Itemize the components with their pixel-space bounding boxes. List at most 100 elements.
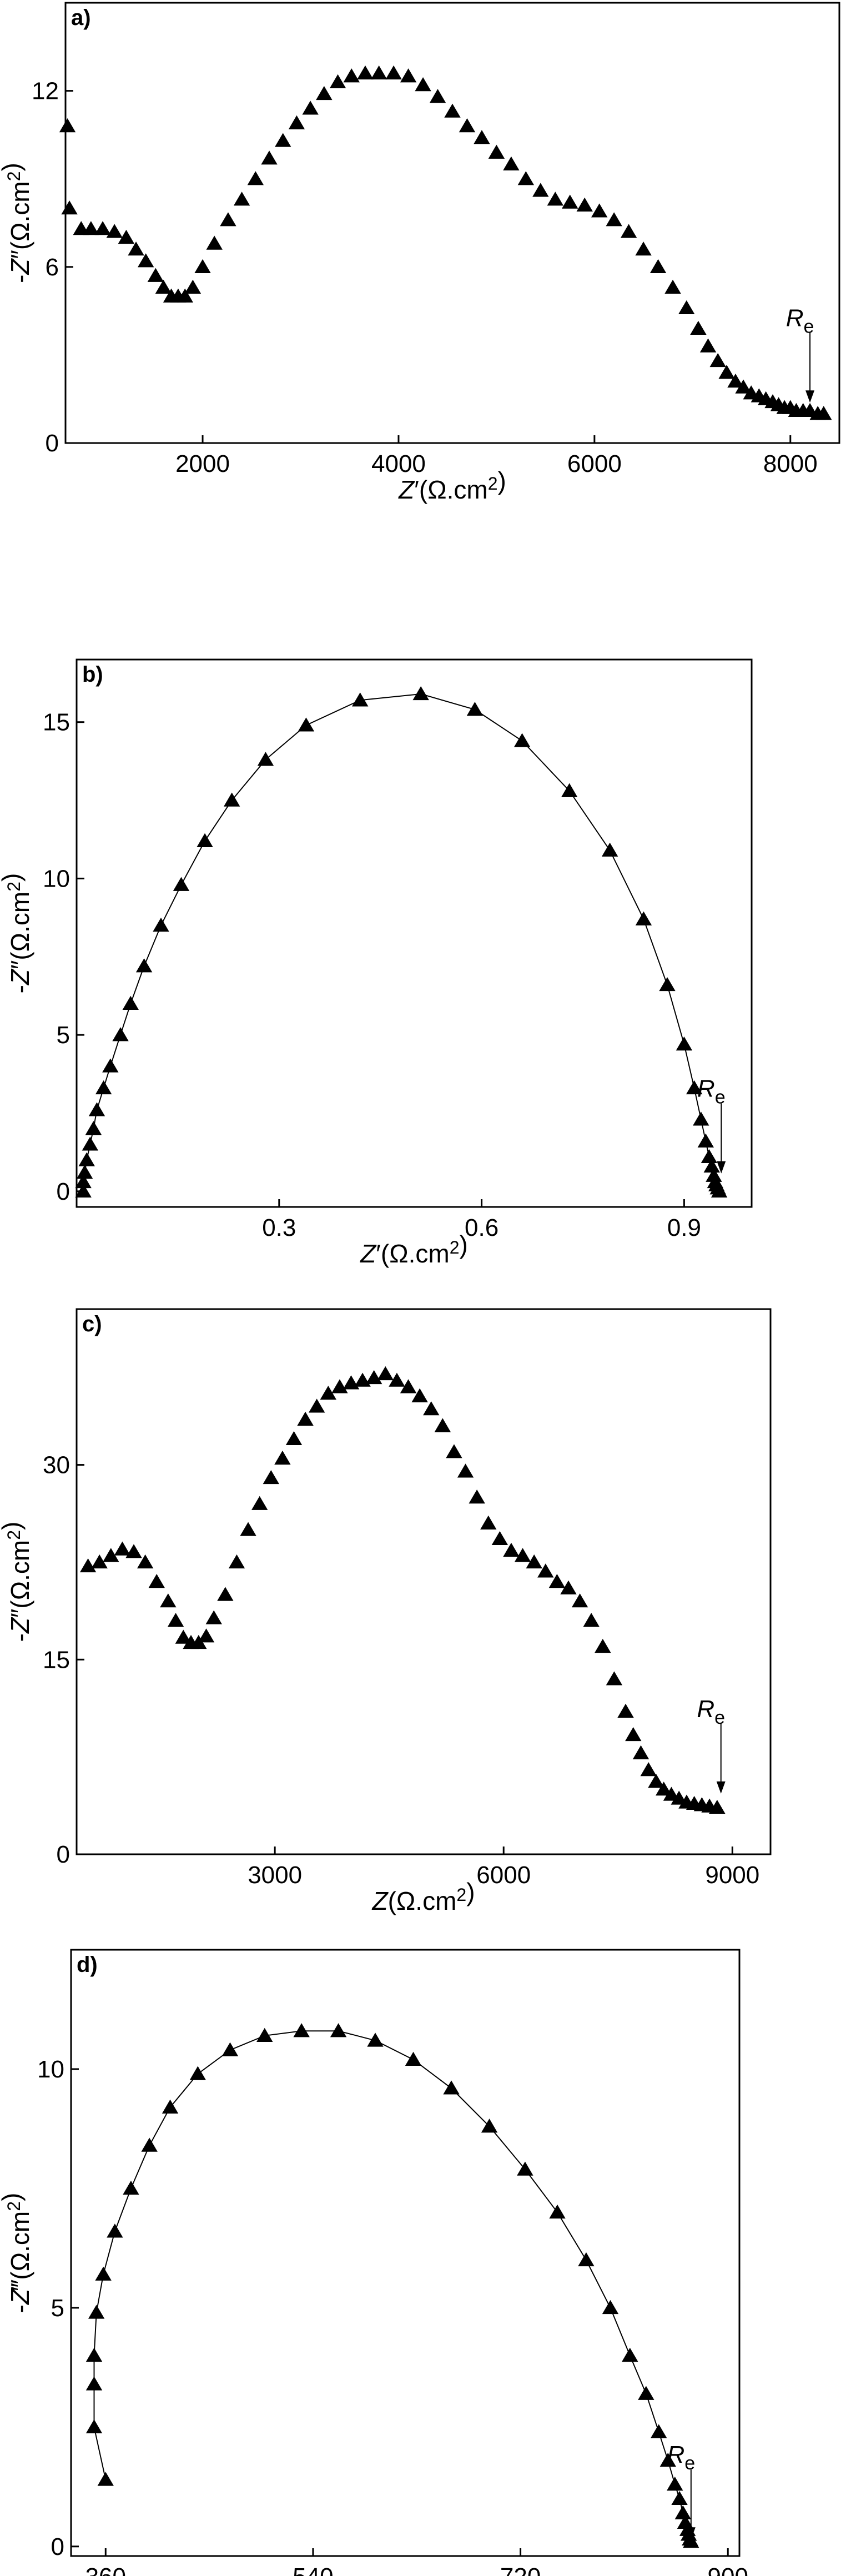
data-point (537, 1563, 554, 1578)
data-point (671, 2491, 688, 2505)
y-tick-label: 5 (51, 2295, 64, 2322)
data-point (75, 1183, 92, 1198)
data-point (103, 1548, 119, 1562)
data-point (160, 1593, 177, 1608)
data-point (123, 2180, 139, 2195)
data-point (385, 65, 402, 80)
data-point (330, 2023, 347, 2037)
data-point (173, 877, 190, 891)
data-point (83, 221, 99, 235)
data-point (474, 130, 490, 144)
data-point (274, 1450, 291, 1465)
plot-frame (64, 2, 840, 444)
data-point (595, 1638, 611, 1653)
x-tick-label: 0.9 (667, 1214, 701, 1241)
data-point (228, 1554, 245, 1569)
data-point (635, 242, 652, 256)
data-point (578, 2252, 595, 2267)
data-point (703, 1158, 720, 1173)
data-point (95, 2266, 112, 2281)
data-point (366, 1370, 382, 1385)
data-point (175, 1629, 192, 1644)
x-axis-label: Z(Ω.cm2) (371, 1878, 475, 1915)
x-tick-label: 8000 (763, 450, 818, 477)
data-point (706, 1168, 722, 1182)
data-point (606, 1671, 623, 1686)
data-point (97, 2472, 114, 2486)
data-point (331, 1379, 348, 1393)
data-point (205, 1610, 222, 1624)
data-point (683, 2534, 699, 2548)
data-point (135, 958, 153, 973)
annotation-label: Re (697, 1695, 725, 1728)
data-point (815, 406, 832, 420)
data-point (308, 1398, 325, 1413)
chart-panel-2: b) 0.3 0.6 0.9 0 5 10 15 Z′(Ω.cm2) -Z″(Ω.cm2) Re (0, 658, 753, 1268)
y-tick-label: 0 (46, 430, 59, 457)
data-point (655, 1782, 672, 1796)
data-point (699, 338, 717, 353)
data-point (640, 1762, 657, 1777)
x-tick-label: 720 (500, 2563, 541, 2576)
y-tick-label: 10 (37, 2056, 64, 2083)
plot-frame (75, 1308, 772, 1855)
data-point (223, 792, 240, 807)
data-point (659, 2453, 676, 2467)
plot-frame (75, 658, 753, 1208)
data-point (690, 320, 707, 335)
data-point (288, 115, 305, 129)
data-point (459, 118, 476, 133)
data-point (411, 1388, 428, 1402)
data-point (184, 279, 202, 294)
data-point (443, 2080, 460, 2095)
data-point (78, 1152, 95, 1166)
data-point (526, 1554, 542, 1569)
data-point (367, 2032, 384, 2047)
y-tick-label: 10 (43, 865, 70, 892)
data-point (606, 212, 622, 227)
data-point (532, 183, 549, 197)
data-point (102, 1058, 119, 1073)
data-point (137, 1554, 154, 1569)
y-tick-label: 0 (51, 2533, 64, 2560)
data-point (711, 1183, 728, 1198)
data-point (316, 85, 333, 100)
data-point (217, 1587, 234, 1601)
data-point (444, 103, 461, 118)
data-point (400, 1379, 417, 1393)
data-point (513, 733, 531, 747)
data-point (329, 74, 346, 88)
y-axis-label: -Z″(Ω.cm2) (0, 873, 34, 994)
series-line (93, 2030, 692, 2542)
data-point (189, 2066, 207, 2080)
annotation-arrowhead (686, 2527, 696, 2540)
y-tick-label: 15 (43, 709, 70, 736)
data-point (106, 224, 123, 238)
data-point (423, 1401, 440, 1416)
x-tick-label: 6000 (476, 1861, 531, 1889)
annotation-arrowhead (717, 1161, 726, 1174)
data-point (429, 89, 446, 103)
data-point (549, 2204, 566, 2219)
data-point (693, 1111, 709, 1126)
data-point (667, 2477, 683, 2491)
data-point (114, 1541, 131, 1556)
panel-label: d) (77, 1953, 98, 1977)
data-point (561, 783, 578, 797)
data-point (76, 1165, 93, 1179)
panel-label: c) (82, 1312, 102, 1336)
data-point (405, 2051, 422, 2066)
data-point (85, 2419, 103, 2434)
annotation-arrowhead (716, 1781, 726, 1794)
data-point (412, 686, 429, 701)
data-point (302, 100, 319, 115)
data-point (263, 1470, 279, 1485)
data-point (233, 192, 250, 206)
data-point (591, 203, 608, 218)
data-point (198, 1628, 215, 1643)
data-point (466, 702, 484, 716)
data-point (85, 2376, 103, 2391)
data-point (709, 1799, 726, 1814)
data-point (377, 1366, 394, 1381)
